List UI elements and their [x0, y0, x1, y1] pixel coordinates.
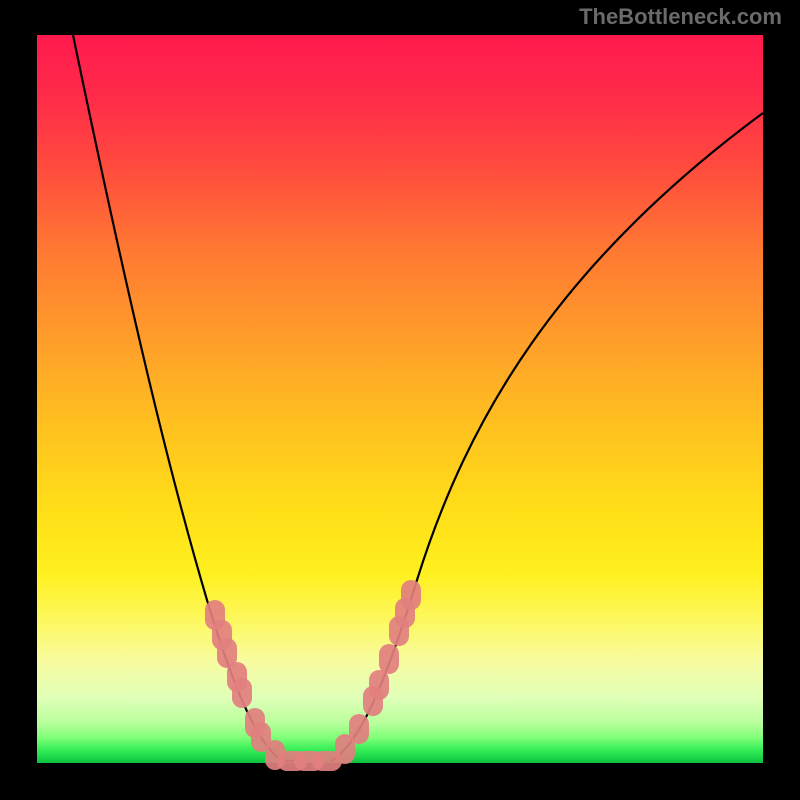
- data-marker: [232, 678, 252, 708]
- data-marker: [369, 670, 389, 700]
- plot-area: [37, 35, 763, 763]
- data-marker: [379, 644, 399, 674]
- bottleneck-chart: [37, 35, 763, 763]
- data-marker: [401, 580, 421, 610]
- watermark-text: TheBottleneck.com: [579, 4, 782, 30]
- curve-left-branch: [73, 35, 307, 761]
- data-markers: [205, 580, 421, 771]
- data-marker: [349, 714, 369, 744]
